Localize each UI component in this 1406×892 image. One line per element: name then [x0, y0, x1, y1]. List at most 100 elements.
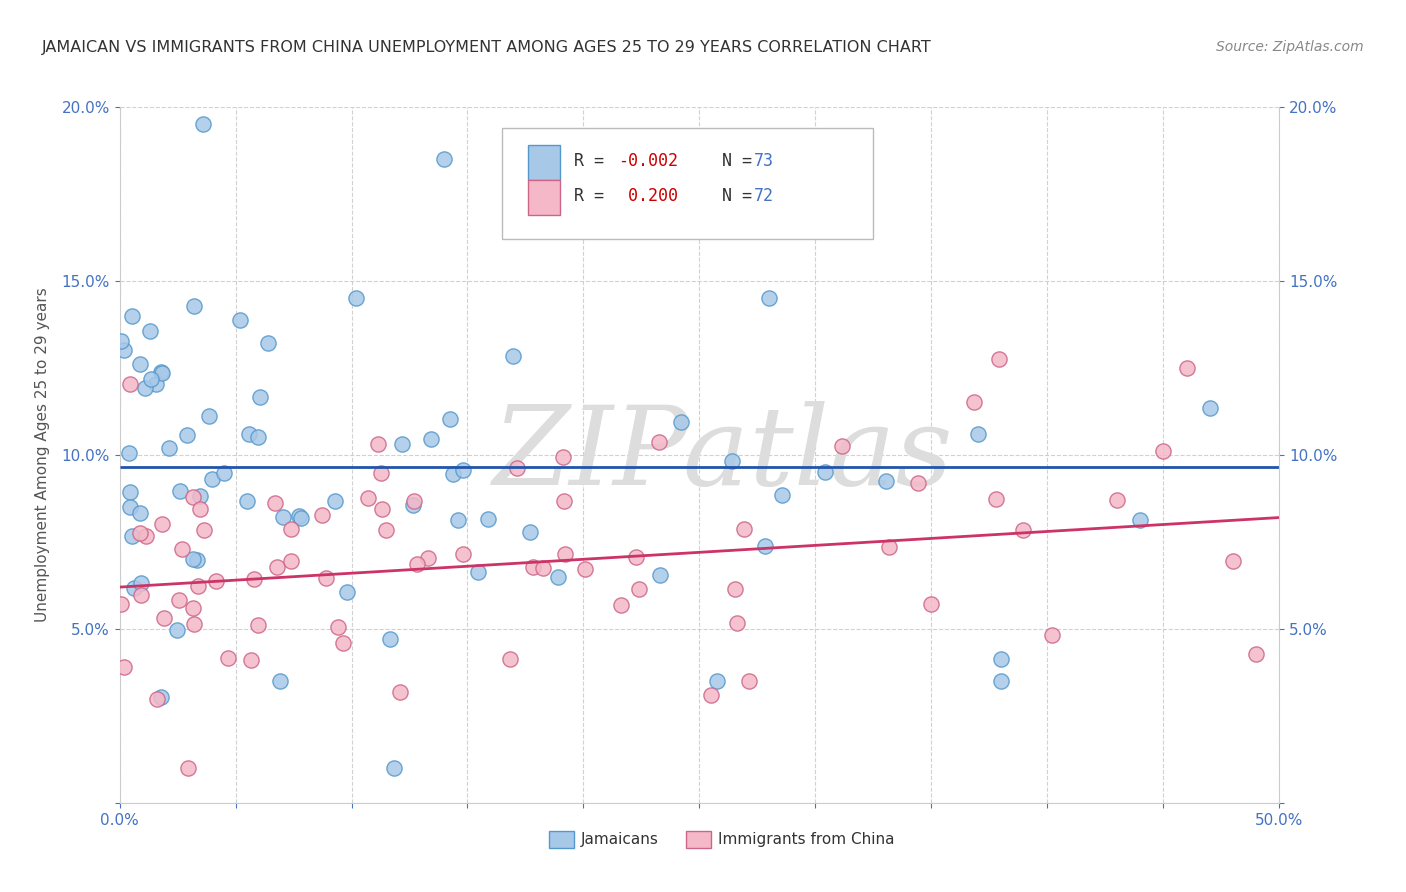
Text: -0.002: -0.002: [619, 153, 678, 170]
Point: [288, 509, 311, 524]
Point: [770, 488, 793, 502]
Point: [187, 579, 209, 593]
Point: [990, 674, 1012, 689]
Point: [280, 523, 302, 537]
Point: [328, 620, 350, 634]
Point: [441, 467, 464, 482]
Point: [725, 615, 748, 630]
Point: [531, 561, 554, 575]
Point: [433, 152, 456, 166]
Point: [249, 390, 271, 404]
Point: [986, 492, 1008, 507]
Point: [554, 547, 576, 561]
Text: Jamaicans: Jamaicans: [581, 832, 659, 847]
Point: [522, 560, 544, 574]
Text: Source: ZipAtlas.com: Source: ZipAtlas.com: [1216, 40, 1364, 54]
Point: [121, 309, 143, 323]
Point: [138, 324, 160, 338]
Point: [405, 557, 427, 571]
Point: [733, 522, 755, 536]
Point: [150, 365, 173, 379]
Point: [1153, 444, 1175, 458]
Bar: [686, 830, 711, 848]
Point: [186, 553, 208, 567]
Point: [367, 436, 389, 450]
Point: [388, 685, 411, 699]
Point: [188, 502, 211, 516]
Point: [627, 582, 650, 596]
Point: [1246, 647, 1268, 661]
Point: [531, 152, 554, 166]
Point: [239, 652, 262, 666]
Point: [238, 427, 260, 442]
Point: [357, 491, 380, 506]
Point: [157, 442, 180, 456]
Text: JAMAICAN VS IMMIGRANTS FROM CHINA UNEMPLOYMENT AMONG AGES 25 TO 29 YEARS CORRELA: JAMAICAN VS IMMIGRANTS FROM CHINA UNEMPL…: [42, 40, 932, 55]
Point: [134, 381, 156, 395]
Point: [141, 372, 163, 386]
Y-axis label: Unemployment Among Ages 25 to 29 years: Unemployment Among Ages 25 to 29 years: [35, 287, 51, 623]
Text: R =: R =: [574, 187, 614, 205]
Point: [447, 513, 470, 527]
Point: [332, 635, 354, 649]
Point: [110, 334, 132, 348]
Point: [754, 539, 776, 553]
Point: [553, 493, 575, 508]
Point: [519, 524, 541, 539]
Point: [145, 692, 167, 706]
Point: [120, 500, 142, 514]
Point: [336, 584, 359, 599]
Point: [177, 761, 200, 775]
Point: [987, 351, 1010, 366]
Point: [112, 343, 135, 357]
Point: [610, 598, 633, 612]
Point: [167, 593, 190, 607]
Text: N =: N =: [702, 187, 762, 205]
Point: [153, 610, 176, 624]
Point: [263, 496, 285, 510]
Point: [1198, 401, 1220, 415]
Point: [217, 651, 239, 665]
Point: [129, 589, 152, 603]
Point: [246, 430, 269, 444]
Point: [967, 426, 990, 441]
Point: [118, 446, 141, 460]
Point: [128, 506, 150, 520]
Point: [374, 523, 396, 537]
Point: [170, 542, 193, 557]
Point: [128, 526, 150, 541]
Point: [721, 454, 744, 468]
Point: [280, 553, 302, 567]
Point: [648, 567, 671, 582]
Point: [477, 512, 499, 526]
Point: [738, 674, 761, 689]
Point: [315, 571, 337, 585]
Point: [135, 529, 157, 543]
Point: [176, 427, 198, 442]
Point: [269, 674, 291, 689]
Point: [311, 508, 333, 523]
Text: 0.200: 0.200: [619, 187, 678, 205]
Point: [181, 601, 204, 615]
Bar: [527, 145, 561, 180]
Point: [166, 624, 188, 638]
Point: [831, 439, 853, 453]
FancyBboxPatch shape: [502, 128, 873, 239]
Point: [183, 299, 205, 313]
Point: [648, 435, 671, 450]
Point: [243, 572, 266, 586]
Point: [439, 412, 461, 426]
Point: [290, 511, 312, 525]
Point: [875, 474, 897, 488]
Point: [190, 489, 212, 503]
Point: [624, 549, 647, 564]
Point: [128, 357, 150, 371]
Point: [266, 560, 288, 574]
Point: [193, 117, 215, 131]
Bar: [527, 180, 561, 215]
Point: [181, 551, 204, 566]
Point: [402, 493, 425, 508]
Point: [758, 291, 780, 305]
Point: [506, 461, 529, 475]
Point: [907, 475, 929, 490]
